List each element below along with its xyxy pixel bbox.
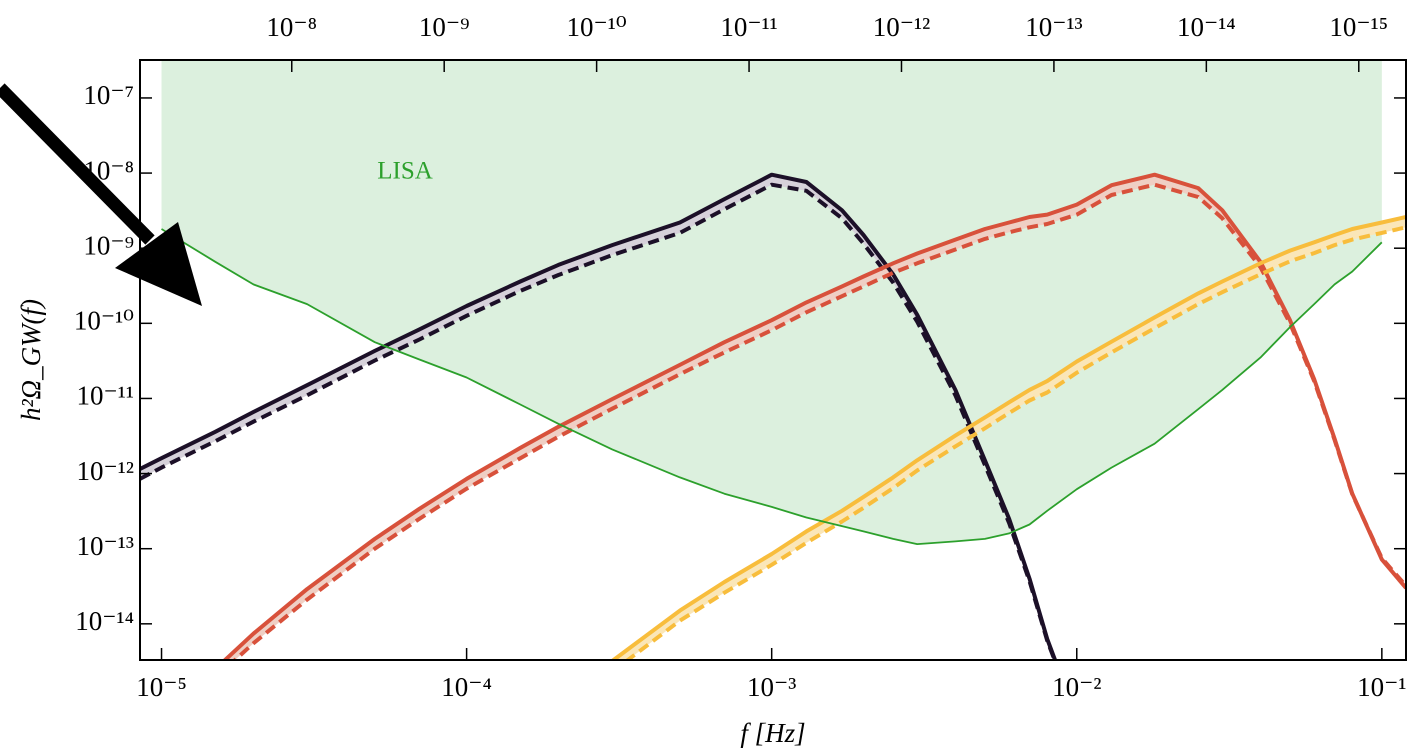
plot-area bbox=[140, 60, 1406, 719]
y-tick-label: 10⁻⁸ bbox=[83, 155, 134, 185]
x-axis-label: f [Hz] bbox=[740, 718, 805, 748]
x-tick-label: 10⁻⁴ bbox=[441, 672, 492, 702]
x2-tick-label: 10⁻¹¹ bbox=[720, 12, 777, 42]
x2-tick-label: 10⁻⁹ bbox=[419, 12, 470, 42]
chart: LISA f [Hz] h²Ω_GW(f) 10⁻⁵ 10⁻⁴ 10⁻³ 10⁻² 10… bbox=[0, 0, 1411, 756]
page: LISA f [Hz] h²Ω_GW(f) 10⁻⁵ 10⁻⁴ 10⁻³ 10⁻² 10… bbox=[0, 0, 1411, 756]
y-tick-label: 10⁻¹¹ bbox=[77, 381, 134, 411]
y-tick-label: 10⁻¹⁰ bbox=[74, 306, 134, 336]
annotation: LISA bbox=[377, 158, 433, 185]
y-tick-label: 10⁻¹² bbox=[77, 456, 134, 486]
y-tick-label: 10⁻⁷ bbox=[83, 80, 134, 110]
x-tick-label: 10⁻² bbox=[1052, 672, 1101, 702]
x-tick-label: 10⁻³ bbox=[747, 672, 796, 702]
x2-tick-label: 10⁻¹² bbox=[873, 12, 930, 42]
y-tick-label: 10⁻¹⁴ bbox=[75, 606, 134, 636]
y-tick-label: 10⁻¹³ bbox=[77, 531, 134, 561]
x-tick-label: 10⁻¹ bbox=[1357, 672, 1406, 702]
x-tick-label: 10⁻⁵ bbox=[136, 672, 187, 702]
x2-tick-label: 10⁻¹⁵ bbox=[1329, 12, 1388, 42]
x2-tick-label: 10⁻¹⁰ bbox=[567, 12, 627, 42]
x2-tick-label: 10⁻⁸ bbox=[266, 12, 317, 42]
y-axis-label: h²Ω_GW(f) bbox=[16, 299, 46, 421]
x2-tick-label: 10⁻¹³ bbox=[1025, 12, 1082, 42]
y-tick-label: 10⁻⁹ bbox=[83, 230, 134, 260]
x2-tick-label: 10⁻¹⁴ bbox=[1177, 12, 1236, 42]
